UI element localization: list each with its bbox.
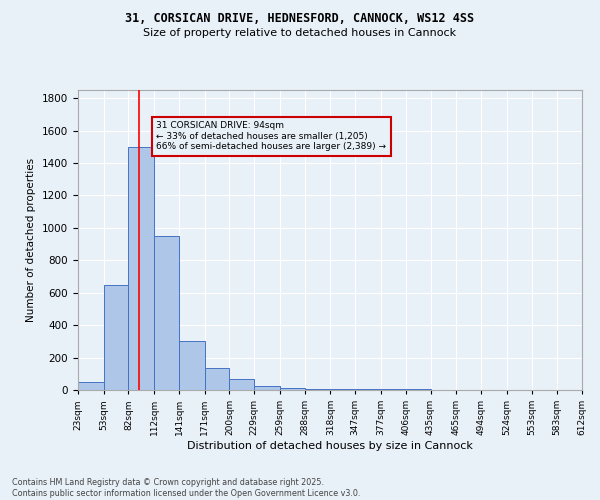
Bar bbox=[179, 342, 205, 390]
Bar bbox=[78, 382, 104, 390]
Text: Contains HM Land Registry data © Crown copyright and database right 2025.
Contai: Contains HM Land Registry data © Crown c… bbox=[12, 478, 361, 498]
Bar bbox=[104, 284, 128, 390]
Bar bbox=[355, 389, 381, 390]
X-axis label: Distribution of detached houses by size in Cannock: Distribution of detached houses by size … bbox=[187, 441, 473, 451]
Bar bbox=[128, 147, 154, 390]
Bar bbox=[305, 389, 331, 390]
Y-axis label: Number of detached properties: Number of detached properties bbox=[26, 158, 37, 322]
Bar bbox=[331, 389, 355, 390]
Text: Size of property relative to detached houses in Cannock: Size of property relative to detached ho… bbox=[143, 28, 457, 38]
Text: 31 CORSICAN DRIVE: 94sqm
← 33% of detached houses are smaller (1,205)
66% of sem: 31 CORSICAN DRIVE: 94sqm ← 33% of detach… bbox=[156, 122, 386, 152]
Text: 31, CORSICAN DRIVE, HEDNESFORD, CANNOCK, WS12 4SS: 31, CORSICAN DRIVE, HEDNESFORD, CANNOCK,… bbox=[125, 12, 475, 26]
Bar bbox=[406, 389, 431, 390]
Bar bbox=[381, 389, 406, 390]
Bar bbox=[154, 236, 179, 390]
Bar bbox=[205, 368, 229, 390]
Bar bbox=[229, 380, 254, 390]
Bar bbox=[254, 386, 280, 390]
Bar bbox=[280, 388, 305, 390]
